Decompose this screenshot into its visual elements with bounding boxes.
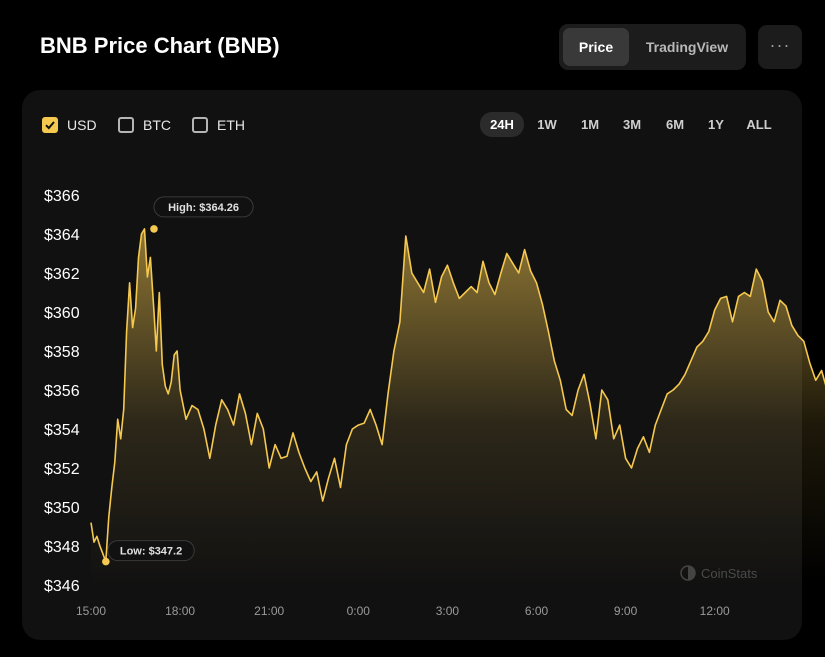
range-tab-24h[interactable]: 24H [480,112,524,137]
coinstats-watermark: CoinStats [680,565,758,581]
x-tick-label: 6:00 [525,604,549,618]
x-tick-label: 18:00 [165,604,195,618]
y-tick-label: $354 [44,422,80,439]
price-line [90,228,825,563]
range-tab-6m[interactable]: 6M [665,117,685,132]
page-title: BNB Price Chart (BNB) [40,33,280,58]
y-tick-label: $360 [44,305,80,322]
low-label-text: Low: $347.2 [120,546,182,558]
currency-eth-checkbox[interactable]: ETH [192,116,245,134]
checkbox-unchecked-icon [118,117,134,133]
tradingview-view-button[interactable]: TradingView [645,39,729,55]
currency-label-usd: USD [67,117,97,133]
y-tick-label: $356 [44,383,80,400]
currency-label-btc: BTC [143,117,171,133]
x-tick-label: 0:00 [347,604,371,618]
x-tick-label: 9:00 [614,604,638,618]
price-view-button[interactable]: Price [563,28,629,66]
high-label-text: High: $364.26 [168,202,239,214]
y-tick-label: $346 [44,578,80,595]
x-tick-label: 21:00 [254,604,284,618]
range-tab-1m[interactable]: 1M [580,117,600,132]
y-tick-label: $362 [44,266,80,283]
x-tick-label: 3:00 [436,604,460,618]
range-tab-1w[interactable]: 1W [537,117,557,132]
range-tab-all[interactable]: ALL [746,117,772,132]
y-tick-label: $358 [44,344,80,361]
low-label-badge [107,540,195,562]
coinstats-logo-half [688,566,695,580]
currency-label-eth: ETH [217,117,245,133]
price-area [91,228,825,585]
more-icon: ··· [769,35,791,55]
y-tick-label: $364 [44,227,80,244]
y-tick-label: $352 [44,461,80,478]
currency-btc-checkbox[interactable]: BTC [118,116,171,134]
more-options-button[interactable]: ··· [758,25,802,69]
high-label-badge [153,196,254,218]
range-tab-3m[interactable]: 3M [622,117,642,132]
checkbox-unchecked-icon [192,117,208,133]
currency-usd-checkbox[interactable]: USD [42,116,97,134]
low-point-marker [102,557,110,566]
y-tick-label: $348 [44,539,80,556]
x-tick-label: 15:00 [76,604,106,618]
checkbox-checked-icon [42,117,58,133]
x-tick-label: 12:00 [700,604,730,618]
high-point-marker [150,225,158,233]
view-toggle: Price TradingView [559,24,746,70]
watermark-text: CoinStats [701,566,758,581]
y-tick-label: $366 [44,188,80,205]
y-tick-label: $350 [44,500,80,517]
range-tab-1y[interactable]: 1Y [708,117,724,132]
